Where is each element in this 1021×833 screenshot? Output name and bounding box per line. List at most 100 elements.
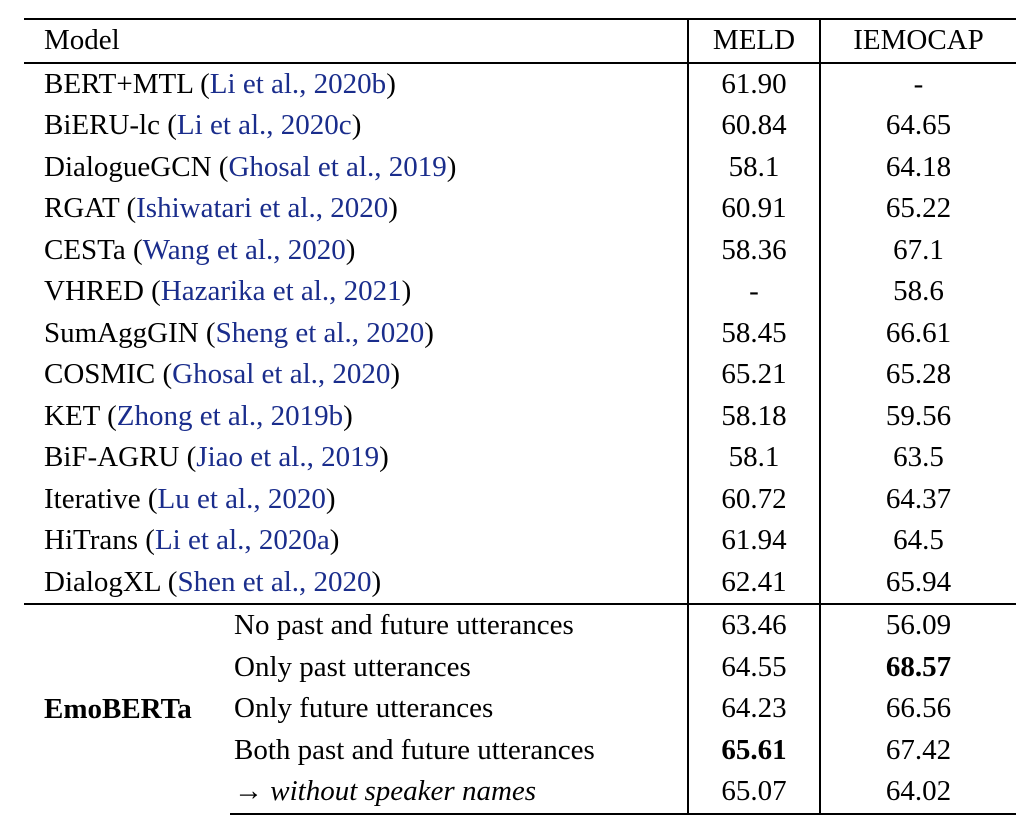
citation-link[interactable]: Wang et al., 2020 <box>142 233 346 266</box>
table-row: KET (Zhong et al., 2019b) 58.18 59.56 <box>24 395 1016 437</box>
emoberta-row: Only future utterances 64.23 66.56 <box>24 688 1016 730</box>
model-name: VHRED <box>44 275 144 307</box>
meld-score: 58.36 <box>687 229 821 271</box>
model-cell: CESTa (Wang et al., 2020) <box>44 233 356 266</box>
table-row: DialogXL (Shen et al., 2020) 62.41 65.94 <box>24 561 1016 604</box>
table-row: BiERU-lc (Li et al., 2020c) 60.84 64.65 <box>24 105 1016 147</box>
model-cell: RGAT (Ishiwatari et al., 2020) <box>44 192 398 224</box>
table-row: CESTa (Wang et al., 2020) 58.36 67.1 <box>24 229 1016 271</box>
meld-score: 58.18 <box>687 395 821 437</box>
citation-link[interactable]: Li et al., 2020b <box>209 67 387 100</box>
table-row: SumAggGIN (Sheng et al., 2020) 58.45 66.… <box>24 312 1016 354</box>
table-row: BiF-AGRU (Jiao et al., 2019) 58.1 63.5 <box>24 437 1016 479</box>
iemocap-best-score: 68.57 <box>885 650 952 683</box>
table-row: HiTrans (Li et al., 2020a) 61.94 64.5 <box>24 520 1016 562</box>
variant-setting: Only past utterances <box>234 650 471 683</box>
meld-score: 65.07 <box>687 771 821 815</box>
meld-score: 58.45 <box>687 312 821 354</box>
citation-link[interactable]: Li et al., 2020a <box>154 524 330 556</box>
citation-link[interactable]: Zhong et al., 2019b <box>116 399 344 432</box>
emoberta-row: Both past and future utterances 65.61 67… <box>24 729 1016 771</box>
meld-score: 62.41 <box>687 561 821 604</box>
model-name: KET <box>44 399 100 432</box>
emoberta-group-label: EmoBERTa <box>24 603 230 814</box>
iemocap-score: 66.56 <box>885 692 952 724</box>
meld-score: 60.91 <box>687 188 821 230</box>
variant-setting: No past and future utterances <box>230 603 688 647</box>
citation-link[interactable]: Lu et al., 2020 <box>157 482 326 515</box>
meld-score: 64.55 <box>687 646 821 688</box>
emoberta-row: EmoBERTa No past and future utterances 6… <box>24 603 1016 814</box>
model-name: HiTrans <box>44 524 139 556</box>
citation-link[interactable]: Ghosal et al., 2019 <box>228 150 447 183</box>
model-cell: BiERU-lc (Li et al., 2020c) <box>44 109 362 141</box>
model-cell: BERT+MTL (Li et al., 2020b) <box>44 67 396 100</box>
meld-score: 60.84 <box>687 105 821 147</box>
model-name: SumAggGIN <box>44 316 199 349</box>
iemocap-score: 64.65 <box>885 109 952 141</box>
model-name: BiERU-lc <box>44 109 160 141</box>
iemocap-score: 64.37 <box>885 482 952 515</box>
variant-setting: Only future utterances <box>234 692 494 724</box>
model-cell: BiF-AGRU (Jiao et al., 2019) <box>44 441 389 473</box>
header-row: Model MELD IEMOCAP <box>24 18 1016 64</box>
meld-score: 58.1 <box>687 437 821 479</box>
model-name: BiF-AGRU <box>44 441 180 473</box>
header-meld: MELD <box>687 18 821 64</box>
model-cell: HiTrans (Li et al., 2020a) <box>44 524 340 556</box>
model-name: CESTa <box>44 233 126 266</box>
emoberta-row: → without speaker names 65.07 64.02 <box>24 771 1016 815</box>
model-name: Iterative <box>44 482 141 515</box>
citation-link[interactable]: Sheng et al., 2020 <box>215 316 425 349</box>
iemocap-score: 65.28 <box>885 358 952 390</box>
iemocap-score: 65.22 <box>885 192 952 224</box>
iemocap-score: 56.09 <box>820 603 1016 647</box>
iemocap-score: 66.61 <box>885 316 952 349</box>
emoberta-row: Only past utterances 64.55 68.57 <box>24 646 1016 688</box>
meld-score: 61.94 <box>687 520 821 562</box>
model-cell: VHRED (Hazarika et al., 2021) <box>44 275 412 307</box>
model-name: COSMIC <box>44 358 156 390</box>
model-cell: KET (Zhong et al., 2019b) <box>44 399 353 432</box>
meld-score: 64.23 <box>687 688 821 730</box>
meld-score: 65.21 <box>687 354 821 396</box>
meld-score: 60.72 <box>687 478 821 520</box>
meld-score: 58.1 <box>687 146 821 188</box>
citation-link[interactable]: Shen et al., 2020 <box>177 565 372 598</box>
results-table: Model MELD IEMOCAP BERT+MTL (Li et al., … <box>24 18 1016 815</box>
citation-link[interactable]: Ghosal et al., 2020 <box>172 358 391 390</box>
iemocap-score: 64.5 <box>893 524 944 556</box>
table-row: BERT+MTL (Li et al., 2020b) 61.90 - <box>24 62 1016 105</box>
iemocap-score: 63.5 <box>893 441 944 473</box>
model-cell: SumAggGIN (Sheng et al., 2020) <box>44 316 434 349</box>
variant-setting: → without speaker names <box>230 771 688 815</box>
model-name: BERT+MTL <box>44 67 193 100</box>
citation-link[interactable]: Hazarika et al., 2021 <box>160 275 402 307</box>
header-iemocap: IEMOCAP <box>820 18 1016 64</box>
citation-link[interactable]: Ishiwatari et al., 2020 <box>136 192 389 224</box>
table-row: DialogueGCN (Ghosal et al., 2019) 58.1 6… <box>24 146 1016 188</box>
iemocap-score: 67.42 <box>885 733 952 766</box>
iemocap-score: 64.02 <box>820 771 1016 815</box>
meld-best-score: 65.61 <box>687 729 821 771</box>
model-cell: DialogXL (Shen et al., 2020) <box>44 565 382 598</box>
model-name: DialogueGCN <box>44 150 212 183</box>
iemocap-score: - <box>913 67 924 100</box>
citation-link[interactable]: Li et al., 2020c <box>176 109 352 141</box>
citation-link[interactable]: Jiao et al., 2019 <box>196 441 380 473</box>
iemocap-score: 65.94 <box>885 565 952 598</box>
model-name: RGAT <box>44 192 120 224</box>
meld-score: 61.90 <box>687 62 821 105</box>
table-row: RGAT (Ishiwatari et al., 2020) 60.91 65.… <box>24 188 1016 230</box>
results-table-container: Model MELD IEMOCAP BERT+MTL (Li et al., … <box>24 18 1016 815</box>
meld-score: - <box>687 271 821 313</box>
table-row: COSMIC (Ghosal et al., 2020) 65.21 65.28 <box>24 354 1016 396</box>
iemocap-score: 58.6 <box>893 275 944 307</box>
model-cell: DialogueGCN (Ghosal et al., 2019) <box>44 150 457 183</box>
header-model: Model <box>24 18 688 64</box>
iemocap-score: 59.56 <box>885 399 952 432</box>
table-row: VHRED (Hazarika et al., 2021) - 58.6 <box>24 271 1016 313</box>
table-row: Iterative (Lu et al., 2020) 60.72 64.37 <box>24 478 1016 520</box>
meld-score: 63.46 <box>687 603 821 647</box>
model-cell: Iterative (Lu et al., 2020) <box>44 482 336 515</box>
